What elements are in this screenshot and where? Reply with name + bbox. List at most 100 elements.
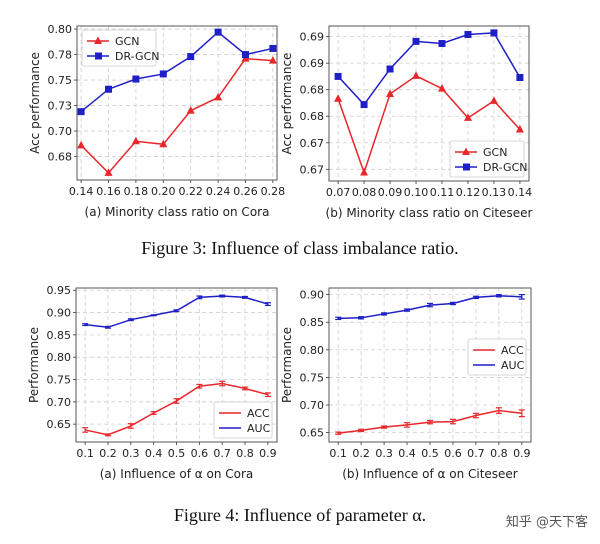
chart-3: 0.1 0.2 0.3 0.4 0.5 0.6 0.7 0.8 0.9 0.65 0.70 0.75 0… — [27, 284, 278, 481]
x-tick-label: 0.20 — [151, 185, 176, 198]
y-tick-label: 0.80 — [300, 344, 325, 357]
data-point — [490, 29, 498, 37]
data-point — [386, 89, 395, 97]
x-tick-label: 0.07 — [326, 186, 351, 199]
legend-label: ACC — [247, 407, 270, 420]
x-tick-label: 0.3 — [122, 447, 140, 460]
chart-1: 0.14 0.16 0.18 0.20 0.22 0.24 0.26 0.28 0.68 0.70… — [28, 23, 285, 219]
data-point — [77, 108, 85, 116]
y-tick-label: 0.70 — [47, 396, 72, 409]
x-tick-label: 0.6 — [191, 447, 209, 460]
y-tick-label: 0.73 — [48, 100, 73, 113]
x-tick-label: 0.5 — [421, 447, 439, 460]
chart-4: 0.1 0.2 0.3 0.4 0.5 0.6 0.7 0.8 0.9 0.65 0.70 0.75 0… — [280, 287, 532, 481]
y-tick-label: 0.65 — [300, 427, 325, 440]
y-tick-label: 0.67 — [300, 163, 325, 176]
legend-box — [467, 338, 527, 376]
series-line-gcn — [80, 57, 273, 174]
y-tick-label: 0.65 — [47, 418, 72, 431]
x-tick-label: 0.4 — [398, 447, 416, 460]
y-tick-label: 0.85 — [300, 316, 325, 329]
x-tick-label: 0.22 — [178, 185, 203, 198]
data-point — [214, 28, 222, 36]
y-tick-label: 0.68 — [48, 151, 73, 164]
data-point — [386, 65, 394, 73]
y-tick-label: 0.69 — [300, 31, 325, 44]
legend: ACC AUC — [467, 338, 527, 376]
data-point — [268, 56, 277, 64]
data-point — [464, 30, 472, 38]
data-point — [438, 40, 446, 48]
data-point — [412, 71, 421, 79]
x-tick-label: 0.5 — [168, 447, 186, 460]
y-axis-label: Performance — [27, 327, 41, 403]
series-line-gcn — [337, 75, 521, 175]
data-point — [269, 44, 277, 52]
x-tick-label: 0.10 — [404, 186, 429, 199]
legend-marker — [463, 163, 470, 171]
x-tick-label: 0.13 — [482, 186, 507, 199]
data-point — [437, 84, 446, 92]
y-tick-label: 0.80 — [47, 351, 72, 364]
y-tick-label: 0.80 — [48, 23, 73, 36]
x-tick-label: 0.8 — [236, 447, 254, 460]
legend: ACC AUC — [213, 401, 273, 439]
x-tick-label: 0.16 — [96, 185, 121, 198]
y-tick-label: 0.85 — [47, 329, 72, 342]
x-tick-label: 0.14 — [508, 186, 533, 199]
x-tick-label: 0.3 — [375, 447, 393, 460]
legend-marker — [95, 52, 102, 60]
legend-label: ACC — [501, 344, 524, 357]
figure3-caption: Figure 3: Influence of class imbalance r… — [141, 238, 459, 258]
x-tick-label: 0.4 — [145, 447, 163, 460]
watermark: 知乎 @天下客 — [505, 515, 588, 530]
x-tick-label: 0.9 — [259, 447, 277, 460]
data-point — [516, 73, 524, 81]
y-axis-label: Performance — [280, 327, 294, 403]
data-point — [489, 96, 498, 104]
chart-subtitle: (a) Minority class ratio on Cora — [85, 205, 270, 219]
chart-subtitle: (a) Influence of α on Cora — [100, 467, 254, 481]
x-tick-label: 0.08 — [352, 186, 377, 199]
series-line-dr-gcn — [80, 31, 274, 113]
x-tick-label: 0.1 — [329, 447, 347, 460]
y-axis-label: Acc performance — [28, 52, 42, 154]
y-tick-label: 0.75 — [47, 374, 72, 387]
y-tick-label: 0.70 — [300, 399, 325, 412]
series-line-dr-gcn — [337, 32, 521, 106]
x-tick-label: 0.2 — [352, 447, 370, 460]
y-tick-label: 0.95 — [47, 284, 72, 297]
x-tick-label: 0.18 — [124, 185, 149, 198]
legend-label: DR-GCN — [115, 50, 159, 63]
data-point — [463, 113, 472, 121]
data-point — [214, 92, 223, 101]
y-tick-label: 0.69 — [300, 57, 325, 70]
data-point — [515, 125, 524, 133]
y-tick-label: 0.67 — [300, 137, 325, 150]
data-point — [131, 136, 140, 145]
plot-frame — [76, 25, 278, 181]
y-tick-label: 0.78 — [48, 49, 73, 62]
x-tick-label: 0.12 — [456, 186, 481, 199]
chart-2: 0.07 0.08 0.09 0.10 0.11 0.12 0.13 0.14 0.67 0.67… — [280, 25, 533, 220]
data-point — [77, 140, 86, 149]
data-point — [159, 70, 167, 78]
data-point — [334, 94, 343, 102]
x-tick-label: 0.6 — [444, 447, 462, 460]
x-tick-label: 0.8 — [490, 447, 508, 460]
legend-label: AUC — [247, 422, 271, 435]
legend: GCN DR-GCN — [81, 29, 159, 67]
x-tick-label: 0.11 — [430, 186, 455, 199]
y-axis-label: Acc performance — [280, 53, 294, 155]
data-point — [360, 168, 369, 176]
legend-label: AUC — [501, 359, 525, 372]
y-tick-label: 0.75 — [48, 74, 73, 87]
data-point — [159, 139, 168, 148]
x-tick-label: 0.2 — [99, 447, 117, 460]
legend-label: GCN — [483, 146, 507, 159]
y-tick-label: 0.75 — [300, 371, 325, 384]
chart-subtitle: (b) Minority class ratio on Citeseer — [326, 206, 533, 220]
x-tick-label: 0.26 — [233, 185, 258, 198]
data-point — [104, 168, 113, 176]
